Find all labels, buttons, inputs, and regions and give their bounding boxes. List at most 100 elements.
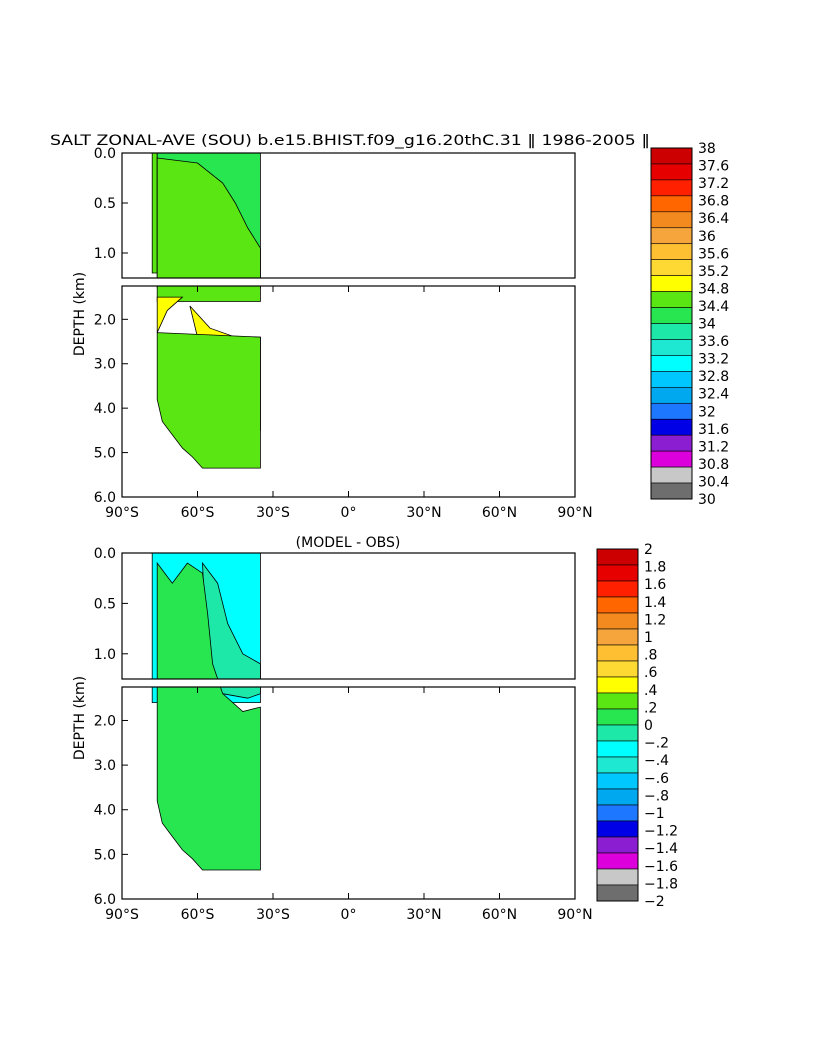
colorbar-frame: [596, 548, 639, 902]
colorbar-swatch: [650, 179, 693, 197]
colorbar-label: 36.8: [698, 194, 729, 210]
y-tick-label: 5.0: [94, 847, 116, 863]
x-tick-label: 90°S: [105, 505, 139, 521]
colorbar-swatch: [596, 884, 639, 902]
x-tick-label: 60°N: [482, 505, 517, 521]
colorbar-swatch: [596, 868, 639, 886]
colorbar-swatch: [650, 482, 693, 500]
colorbar-swatch: [650, 307, 693, 324]
colorbar-frame: [650, 147, 693, 500]
y-tick-label: 0.0: [94, 146, 116, 162]
y-tick-label: 0.5: [94, 196, 116, 212]
contour-region-2-top: [156, 157, 261, 278]
x-tick-label: 0°: [341, 505, 357, 521]
colorbar-swatch: [596, 772, 639, 790]
y-tick-label: 6.0: [94, 490, 116, 506]
y-tick-label: 1.0: [94, 647, 116, 663]
colorbar-swatch: [596, 756, 639, 774]
upper-plot-frame: [121, 552, 576, 680]
panel-1: 90°S 60°S 30°S 0° 30°N 60°N 90°N 0.0 0.5 1.0 2.0 3.…: [94, 542, 678, 923]
x-tick-label: 60°N: [482, 907, 517, 923]
colorbar-label: 2: [644, 542, 653, 558]
y-tick-label: 4.0: [94, 401, 116, 417]
x-tick-label: 30°S: [256, 907, 290, 923]
x-tick-label: 90°N: [557, 505, 592, 521]
colorbar-label: 34.8: [698, 281, 729, 297]
contour-region-0-top: [151, 153, 158, 274]
colorbar-swatch: [596, 548, 639, 566]
y-tick-label: 6.0: [94, 892, 116, 908]
contour-region-3-bot: [156, 296, 184, 333]
colorbar-label: 1.2: [644, 612, 666, 628]
colorbar-swatch: [596, 580, 639, 598]
colorbar-label: 38: [698, 141, 716, 157]
contour-region-2-bot: [156, 286, 261, 302]
colorbar-swatch: [596, 628, 639, 646]
y-tick-label: 1.0: [94, 246, 116, 262]
x-tick-label: 30°N: [406, 505, 441, 521]
colorbar-swatch: [596, 852, 639, 870]
contour-region-5-bot: [156, 332, 261, 469]
contour-region-2-bot: [156, 687, 261, 871]
colorbar-label: 32.8: [698, 369, 729, 385]
colorbar-swatch: [650, 163, 693, 181]
colorbar-label: 1.8: [644, 560, 666, 576]
colorbar-label: 30.8: [698, 457, 729, 473]
colorbar-swatch: [650, 402, 693, 420]
x-tick-label: 90°N: [557, 907, 592, 923]
colorbar-swatch: [596, 788, 639, 806]
colorbar-label: 34: [698, 317, 716, 333]
colorbar-swatch: [650, 323, 693, 340]
colorbar-swatch: [650, 355, 693, 372]
colorbar-label: −1.6: [644, 859, 678, 875]
colorbar-swatch: [596, 724, 639, 742]
colorbar-swatch: [596, 644, 639, 662]
colorbar-swatch: [596, 676, 639, 694]
colorbar-label: −1: [644, 806, 665, 822]
colorbar-swatch: [650, 275, 693, 292]
colorbar-label: .6: [644, 665, 657, 681]
upper-plot-frame: [121, 152, 576, 279]
colorbar-swatch: [596, 740, 639, 758]
y-tick-label: 4.0: [94, 803, 116, 819]
colorbar-label: 35.6: [698, 246, 729, 262]
colorbar-swatch: [596, 804, 639, 822]
colorbar-label: 37.2: [698, 176, 729, 192]
colorbar-swatch: [650, 466, 693, 484]
diff-chart-title: (MODEL - OBS): [296, 535, 401, 551]
colorbar-label: 34.4: [698, 299, 729, 315]
colorbar-swatch: [596, 708, 639, 726]
colorbar-swatch: [650, 291, 693, 308]
colorbar-label: 1: [644, 630, 653, 646]
colorbar-label: .4: [644, 683, 657, 699]
y-tick-label: 3.0: [94, 357, 116, 373]
colorbar-label: −1.2: [644, 824, 678, 840]
colorbar-swatch: [596, 836, 639, 854]
colorbar-swatch: [650, 195, 693, 213]
colorbar-label: −.8: [644, 788, 669, 804]
colorbar-swatch: [650, 147, 693, 165]
colorbar-swatch: [650, 371, 693, 388]
colorbar-swatch: [650, 418, 693, 436]
y-tick-label: 0.5: [94, 596, 116, 612]
colorbar-swatch: [650, 434, 693, 452]
colorbar-label: 33.6: [698, 334, 729, 350]
contour-region-2-top: [156, 561, 219, 679]
colorbar-label: 36: [698, 229, 716, 245]
colorbar-label: 1.4: [644, 595, 666, 611]
colorbar-label: 32.4: [698, 387, 729, 403]
colorbar-label: 32: [698, 404, 716, 420]
colorbar-label: .8: [644, 648, 657, 664]
x-tick-label: 30°S: [256, 505, 290, 521]
colorbar-swatch: [650, 387, 693, 404]
colorbar-swatch: [596, 820, 639, 838]
contour-region-1-bot: [217, 687, 261, 699]
colorbar-label: 33.2: [698, 352, 729, 368]
y-tick-label: 0.0: [94, 546, 116, 562]
colorbar-label: 37.6: [698, 159, 729, 175]
colorbar-label: 36.4: [698, 211, 729, 227]
colorbar-label: 1.6: [644, 577, 666, 593]
colorbar-swatch: [650, 259, 693, 276]
x-tick-label: 30°N: [406, 907, 441, 923]
